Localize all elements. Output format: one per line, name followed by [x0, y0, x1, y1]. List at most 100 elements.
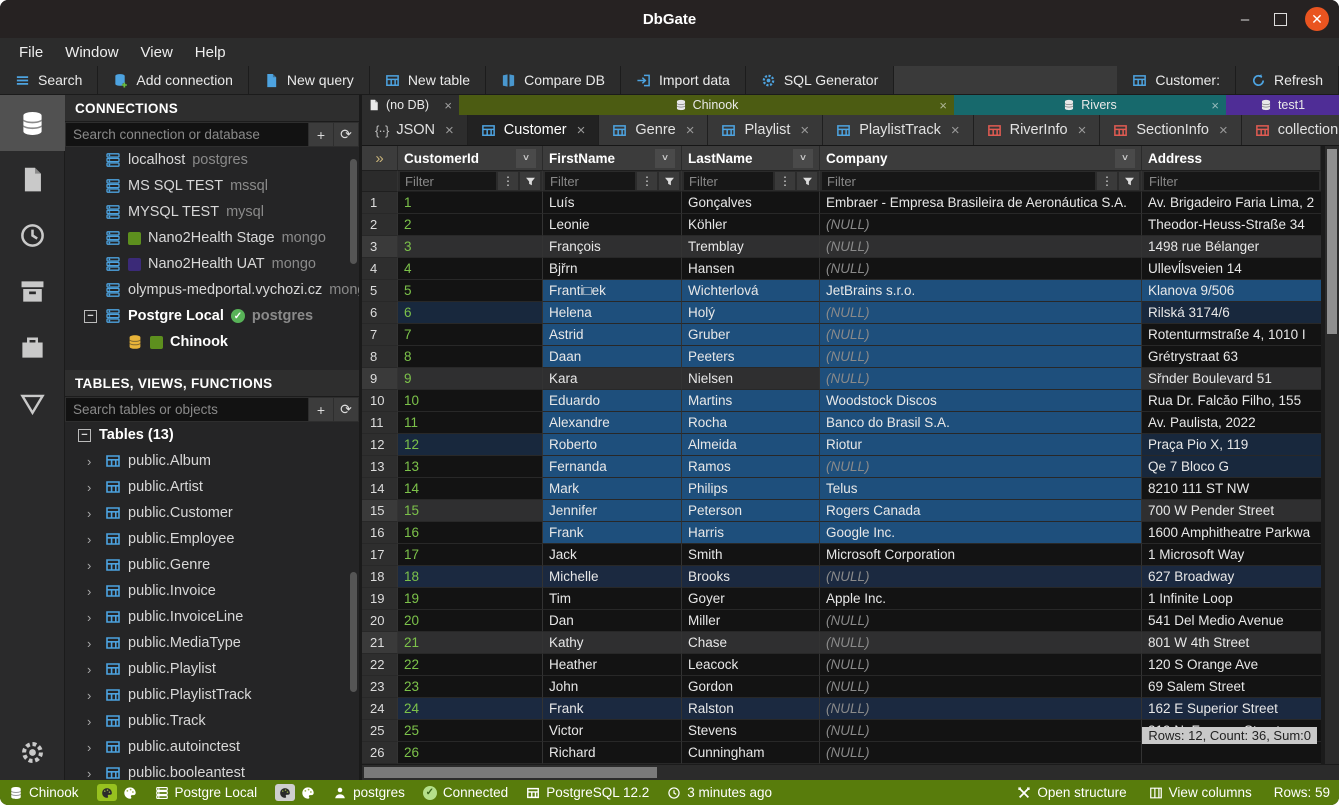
chevron-right-icon[interactable]: ›	[87, 531, 92, 547]
cell-lastname[interactable]: Gruber	[682, 324, 820, 346]
cell-lastname[interactable]: Almeida	[682, 434, 820, 456]
tab-group[interactable]: (no DB) ×	[362, 95, 459, 115]
rail-archive-item[interactable]	[0, 263, 65, 319]
rail-files-item[interactable]	[0, 151, 65, 207]
table-item[interactable]: › public.InvoiceLine	[65, 604, 359, 630]
cell-customerid[interactable]: 17	[398, 544, 543, 566]
rail-databases-item[interactable]	[0, 95, 65, 151]
connection-item[interactable]: Chinook	[65, 329, 359, 355]
cell-firstname[interactable]: Mark	[543, 478, 682, 500]
cell-address[interactable]: 1 Infinite Loop	[1142, 588, 1321, 610]
cell-firstname[interactable]: Jack	[543, 544, 682, 566]
cell-customerid[interactable]: 18	[398, 566, 543, 588]
tables-search-input[interactable]	[66, 398, 308, 421]
cell-customerid[interactable]: 4	[398, 258, 543, 280]
cell-lastname[interactable]: Gonçalves	[682, 192, 820, 214]
cell-customerid[interactable]: 15	[398, 500, 543, 522]
cell-firstname[interactable]: Frank	[543, 698, 682, 720]
cell-lastname[interactable]: Peterson	[682, 500, 820, 522]
table-item[interactable]: › public.Album	[65, 448, 359, 474]
cell-address[interactable]: Theodor-Heuss-Straße 34	[1142, 214, 1321, 236]
cell-company[interactable]: (NULL)	[820, 632, 1142, 654]
menu-item[interactable]: View	[140, 43, 173, 61]
cell-company[interactable]: Apple Inc.	[820, 588, 1142, 610]
rail-filter-item[interactable]	[0, 375, 65, 431]
cell-firstname[interactable]: Fernanda	[543, 456, 682, 478]
connection-item[interactable]: Nano2Health Stage mongo	[65, 225, 359, 251]
cell-firstname[interactable]: Roberto	[543, 434, 682, 456]
cell-lastname[interactable]: Martins	[682, 390, 820, 412]
chevron-down-icon[interactable]: ˅	[516, 148, 536, 168]
table-item[interactable]: › public.Customer	[65, 500, 359, 526]
status-item[interactable]: Chinook	[9, 784, 79, 801]
connection-item[interactable]: olympus-medportal.vychozi.cz mongo	[65, 277, 359, 303]
toolbar-button[interactable]: New table	[369, 66, 487, 94]
cell-company[interactable]: Embraer - Empresa Brasileira de Aeronáut…	[820, 192, 1142, 214]
collapse-icon[interactable]: −	[84, 309, 97, 323]
table-item[interactable]: › public.Employee	[65, 526, 359, 552]
cell-customerid[interactable]: 1	[398, 192, 543, 214]
cell-company[interactable]: (NULL)	[820, 610, 1142, 632]
cell-address[interactable]: Av. Brigadeiro Faria Lima, 2	[1142, 192, 1321, 214]
expand-all-header[interactable]: »	[362, 146, 398, 171]
table-item[interactable]: › public.Genre	[65, 552, 359, 578]
cell-company[interactable]: (NULL)	[820, 324, 1142, 346]
minimize-button[interactable]: –	[1240, 10, 1250, 28]
cell-lastname[interactable]: Holý	[682, 302, 820, 324]
cell-company[interactable]: (NULL)	[820, 258, 1142, 280]
close-tab-icon[interactable]: ×	[1077, 121, 1087, 139]
status-action[interactable]: View columns	[1149, 785, 1252, 800]
table-item[interactable]: › public.PlaylistTrack	[65, 682, 359, 708]
cell-address[interactable]: 801 W 4th Street	[1142, 632, 1321, 654]
cell-company[interactable]: JetBrains s.r.o.	[820, 280, 1142, 302]
cell-firstname[interactable]: Bjřrn	[543, 258, 682, 280]
cell-lastname[interactable]: Tremblay	[682, 236, 820, 258]
cell-lastname[interactable]: Smith	[682, 544, 820, 566]
cell-firstname[interactable]: Leonie	[543, 214, 682, 236]
connection-item[interactable]: MYSQL TEST mysql	[65, 199, 359, 225]
cell-customerid[interactable]: 11	[398, 412, 543, 434]
kebab-menu-icon[interactable]: ⋮	[1097, 172, 1117, 190]
close-button[interactable]: ✕	[1305, 7, 1329, 31]
cell-address[interactable]: 700 W Pender Street	[1142, 500, 1321, 522]
scrollbar-thumb[interactable]	[364, 767, 657, 778]
cell-customerid[interactable]: 2	[398, 214, 543, 236]
column-header-address[interactable]: Address	[1142, 146, 1321, 171]
cell-customerid[interactable]: 9	[398, 368, 543, 390]
cell-lastname[interactable]: Nielsen	[682, 368, 820, 390]
cell-firstname[interactable]: Jennifer	[543, 500, 682, 522]
column-header-company[interactable]: Company ˅	[820, 146, 1142, 171]
cell-firstname[interactable]: Daan	[543, 346, 682, 368]
cell-firstname[interactable]: Richard	[543, 742, 682, 764]
chevron-right-icon[interactable]: ›	[87, 557, 92, 573]
close-tab-icon[interactable]: ×	[576, 121, 586, 139]
status-item[interactable]: Postgre Local	[155, 784, 257, 801]
tab[interactable]: SectionInfo ×	[1100, 115, 1242, 145]
toolbar-button[interactable]: Search	[0, 66, 99, 94]
cell-lastname[interactable]: Stevens	[682, 720, 820, 742]
cell-customerid[interactable]: 25	[398, 720, 543, 742]
theme-badge[interactable]	[275, 784, 296, 801]
chevron-right-icon[interactable]: ›	[87, 583, 92, 599]
cell-lastname[interactable]: Leacock	[682, 654, 820, 676]
cell-address[interactable]: 69 Salem Street	[1142, 676, 1321, 698]
cell-company[interactable]: (NULL)	[820, 566, 1142, 588]
tab[interactable]: Genre ×	[599, 115, 709, 145]
add-connection-small-button[interactable]: +	[309, 123, 333, 146]
chevron-right-icon[interactable]: ›	[87, 505, 92, 521]
cell-firstname[interactable]: Tim	[543, 588, 682, 610]
status-action[interactable]: Open structure	[1017, 785, 1127, 800]
rail-settings-item[interactable]	[0, 724, 65, 780]
cell-firstname[interactable]: Astrid	[543, 324, 682, 346]
scrollbar-thumb[interactable]	[1327, 149, 1337, 334]
cell-firstname[interactable]: Eduardo	[543, 390, 682, 412]
cell-firstname[interactable]: Franti□ek	[543, 280, 682, 302]
status-item[interactable]: 3 minutes ago	[667, 784, 772, 801]
funnel-icon[interactable]	[520, 172, 540, 190]
cell-address[interactable]: 8210 111 ST NW	[1142, 478, 1321, 500]
cell-company[interactable]: Microsoft Corporation	[820, 544, 1142, 566]
table-item[interactable]: › public.Track	[65, 708, 359, 734]
cell-address[interactable]: Sřnder Boulevard 51	[1142, 368, 1321, 390]
cell-customerid[interactable]: 16	[398, 522, 543, 544]
menu-item[interactable]: Window	[65, 43, 119, 61]
